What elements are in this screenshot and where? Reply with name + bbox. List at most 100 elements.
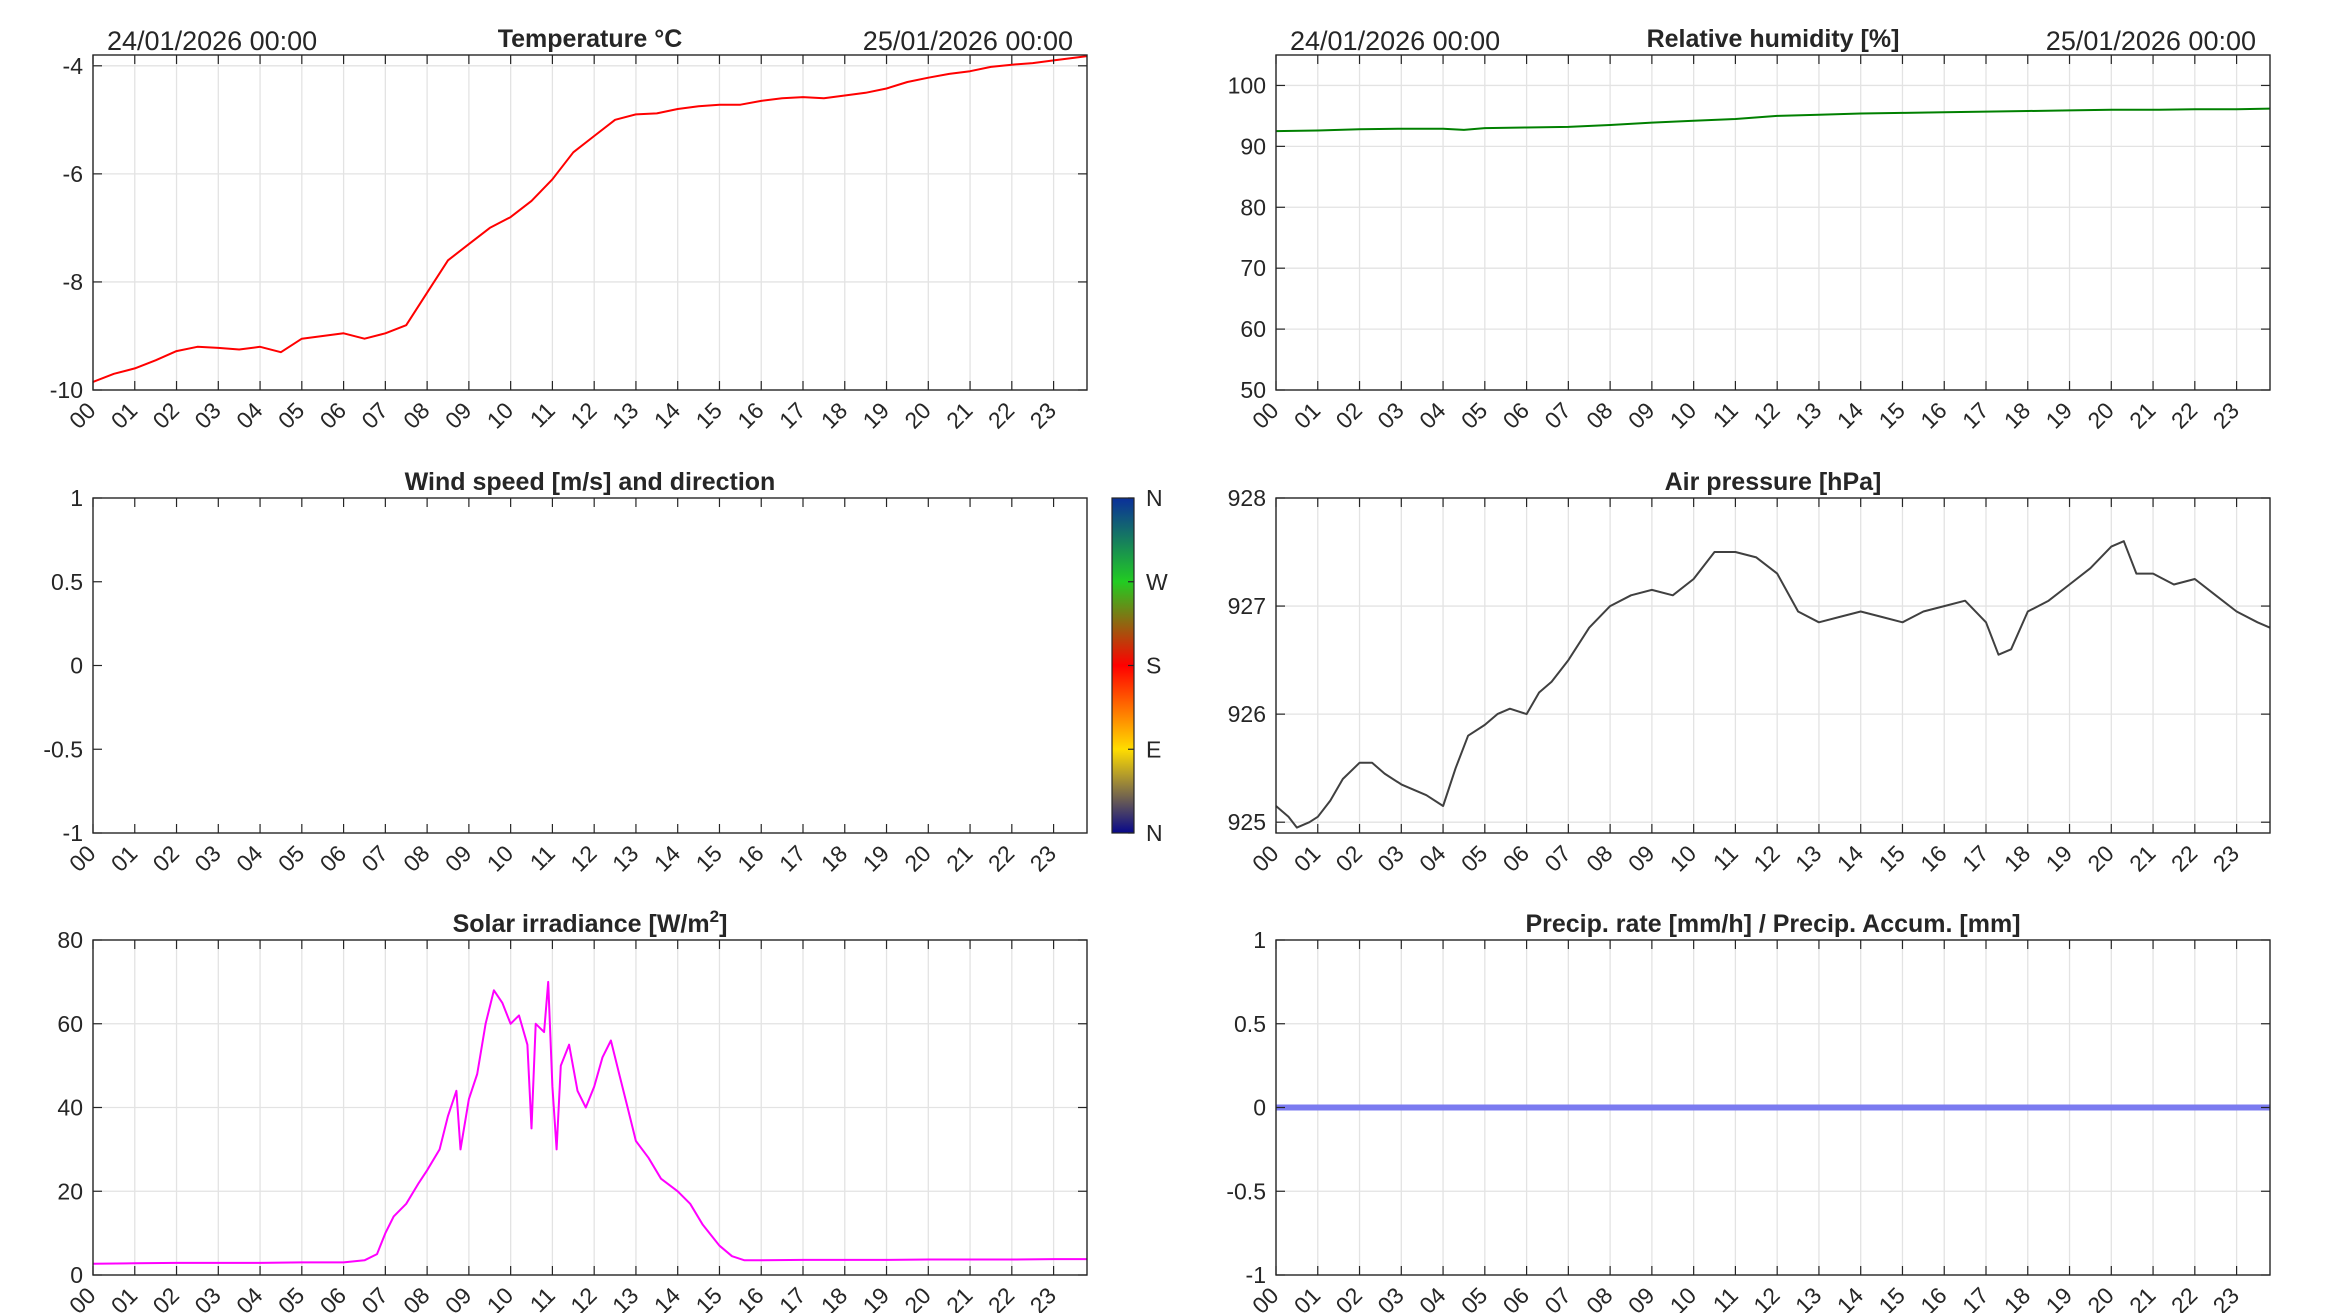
humidity-x-tick-label: 04 — [1414, 397, 1451, 434]
precip-y-tick-label: 1 — [1253, 927, 1266, 953]
humidity-x-tick-label: 12 — [1748, 397, 1784, 433]
precip-x-tick-label: 14 — [1832, 1282, 1869, 1313]
humidity-x-tick-label: 13 — [1790, 397, 1826, 433]
pressure-plot-area — [1276, 498, 2270, 833]
pressure-y-tick-label: 927 — [1228, 593, 1266, 619]
precip-x-tick-label: 04 — [1414, 1282, 1451, 1313]
humidity-x-tick-label: 21 — [2124, 397, 2160, 433]
humidity-x-tick-label: 02 — [1331, 397, 1367, 433]
precip-x-tick-label: 01 — [1289, 1282, 1325, 1313]
wind-y-tick-label: -1 — [63, 820, 83, 846]
wind-x-tick-label: 02 — [148, 840, 184, 876]
temperature-x-tick-label: 14 — [649, 397, 686, 434]
temperature-y-tick-label: -10 — [50, 377, 83, 403]
wind-y-tick-label: 0 — [70, 653, 83, 679]
precip-x-tick-label: 08 — [1581, 1282, 1617, 1313]
precip-x-tick-label: 22 — [2166, 1282, 2202, 1313]
pressure-series-line — [1275, 540, 2271, 829]
pressure-x-tick-label: 05 — [1456, 840, 1492, 876]
temperature-plot-area — [93, 55, 1087, 390]
precip-x-tick-label: 03 — [1372, 1282, 1408, 1313]
solar-x-tick-label: 05 — [273, 1282, 309, 1313]
solar-x-tick-label: 10 — [482, 1282, 518, 1313]
pressure-x-tick-label: 00 — [1247, 840, 1283, 876]
solar-y-tick-label: 40 — [57, 1095, 83, 1121]
temperature-x-tick-label: 23 — [1025, 397, 1061, 433]
humidity-x-tick-label: 11 — [1708, 397, 1743, 432]
solar-x-tick-label: 23 — [1025, 1282, 1061, 1313]
temperature-axes-frame — [92, 54, 1088, 391]
temperature-x-tick-label: 13 — [607, 397, 643, 433]
solar-x-tick-label: 11 — [525, 1282, 560, 1313]
wind-x-tick-label: 13 — [607, 840, 643, 876]
pressure-x-tick-label: 12 — [1748, 840, 1784, 876]
humidity-x-tick-label: 07 — [1539, 397, 1575, 433]
wind-title: Wind speed [m/s] and direction — [405, 468, 776, 496]
pressure-x-tick-label: 08 — [1581, 840, 1617, 876]
temperature-x-tick-label: 06 — [315, 397, 351, 433]
temperature-x-tick-label: 10 — [482, 397, 518, 433]
solar-y-tick-label: 20 — [57, 1178, 83, 1204]
wind-x-tick-label: 12 — [565, 840, 601, 876]
humidity-y-tick-label: 80 — [1240, 194, 1266, 220]
solar-x-tick-label: 09 — [440, 1282, 476, 1313]
solar-x-tick-label: 21 — [941, 1282, 977, 1313]
humidity-series-line — [1275, 107, 2271, 133]
humidity-y-tick-label: 60 — [1240, 316, 1266, 342]
wind-chart: 00 01 02 03 04 05 06 07 08 09 10 11 12 13 14 15 16 17 18 19… — [43, 468, 1168, 877]
precip-x-tick-label: 20 — [2082, 1282, 2118, 1313]
humidity-y-tick-label: 50 — [1240, 377, 1266, 403]
pressure-x-tick-label: 22 — [2166, 840, 2202, 876]
temperature-x-tick-label: 22 — [983, 397, 1019, 433]
pressure-x-tick-label: 19 — [2041, 840, 2077, 876]
temperature-x-tick-label: 11 — [525, 397, 560, 432]
precip-x-tick-label: 05 — [1456, 1282, 1492, 1313]
temperature-x-tick-label: 19 — [858, 397, 894, 433]
humidity-y-tick-label: 100 — [1228, 72, 1266, 98]
solar-y-tick-label: 0 — [70, 1262, 83, 1288]
temperature-y-tick-label: -8 — [63, 269, 83, 295]
humidity-x-tick-label: 19 — [2041, 397, 2077, 433]
temperature-x-tick-label: 05 — [273, 397, 309, 433]
wind-y-tick-label: 1 — [70, 485, 83, 511]
precip-y-tick-label: -0.5 — [1226, 1178, 1266, 1204]
solar-x-tick-label: 18 — [816, 1282, 852, 1313]
pressure-x-tick-label: 17 — [1957, 840, 1993, 876]
solar-x-tick-label: 02 — [148, 1282, 184, 1313]
temperature-x-tick-label: 20 — [899, 397, 935, 433]
solar-x-tick-label: 04 — [231, 1282, 268, 1313]
solar-x-tick-label: 01 — [106, 1282, 142, 1313]
temperature-x-tick-label: 16 — [732, 397, 768, 433]
humidity-x-tick-label: 14 — [1832, 397, 1869, 434]
humidity-x-tick-label: 15 — [1874, 397, 1910, 433]
precip-x-tick-label: 17 — [1957, 1282, 1993, 1313]
pressure-x-tick-label: 03 — [1372, 840, 1408, 876]
wind-x-tick-label: 17 — [774, 840, 810, 876]
precip-x-tick-label: 02 — [1331, 1282, 1367, 1313]
temperature-x-tick-label: 04 — [231, 397, 268, 434]
precip-x-tick-label: 23 — [2208, 1282, 2244, 1313]
humidity-title: Relative humidity [%] — [1647, 25, 1900, 53]
wind-x-tick-label: 08 — [398, 840, 434, 876]
humidity-date-start: 24/01/2026 00:00 — [1290, 26, 1500, 56]
temperature-x-tick-label: 09 — [440, 397, 476, 433]
solar-x-tick-label: 13 — [607, 1282, 643, 1313]
pressure-y-tick-label: 925 — [1228, 809, 1266, 835]
wind-x-tick-label: 09 — [440, 840, 476, 876]
pressure-x-tick-label: 20 — [2082, 840, 2118, 876]
solar-y-tick-label: 60 — [57, 1011, 83, 1037]
solar-title: Solar irradiance [W/m2] — [453, 907, 728, 938]
wind-x-tick-label: 22 — [983, 840, 1019, 876]
solar-x-tick-label: 19 — [858, 1282, 894, 1313]
humidity-x-tick-label: 10 — [1665, 397, 1701, 433]
humidity-y-tick-label: 90 — [1240, 133, 1266, 159]
wind-x-tick-label: 11 — [525, 840, 560, 875]
humidity-chart: 00 01 02 03 04 05 06 07 08 09 10 11 12 13 14 15 16 17 18 19… — [1228, 25, 2271, 434]
solar-x-tick-label: 08 — [398, 1282, 434, 1313]
pressure-x-tick-label: 21 — [2124, 840, 2160, 876]
precip-title: Precip. rate [mm/h] / Precip. Accum. [mm… — [1525, 910, 2020, 938]
pressure-x-tick-label: 09 — [1623, 840, 1659, 876]
solar-x-tick-label: 16 — [732, 1282, 768, 1313]
humidity-x-tick-label: 03 — [1372, 397, 1408, 433]
wind-y-tick-label: -0.5 — [43, 736, 83, 762]
